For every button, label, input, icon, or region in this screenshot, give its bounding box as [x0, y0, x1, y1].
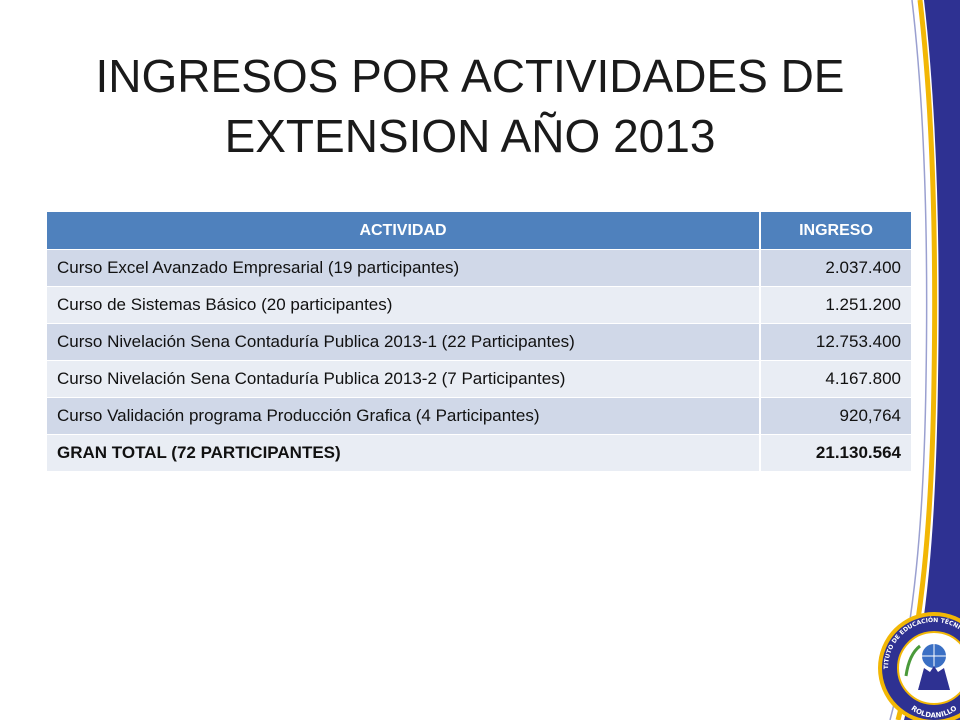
title-line-2: EXTENSION AÑO 2013 [224, 110, 716, 162]
table-row: Curso Validación programa Producción Gra… [47, 397, 911, 435]
navy-border-band [904, 0, 960, 720]
total-amount-cell: 21.130.564 [759, 434, 911, 471]
amount-cell: 920,764 [759, 397, 911, 435]
activity-cell: Curso de Sistemas Básico (20 participant… [47, 286, 760, 324]
seal-figures-icon [918, 666, 950, 690]
table-row: Curso Nivelación Sena Contaduría Publica… [47, 323, 911, 361]
amount-cell: 12.753.400 [759, 323, 911, 361]
table-row: Curso Nivelación Sena Contaduría Publica… [47, 360, 911, 398]
total-label-cell: GRAN TOTAL (72 PARTICIPANTES) [47, 434, 760, 471]
table-row: Curso Excel Avanzado Empresarial (19 par… [47, 249, 911, 287]
amount-cell: 2.037.400 [759, 249, 911, 287]
header-activity: ACTIVIDAD [47, 212, 760, 250]
seal-globe-lines [922, 644, 946, 668]
table-row: Curso de Sistemas Básico (20 participant… [47, 286, 911, 324]
activity-cell: Curso Nivelación Sena Contaduría Publica… [47, 323, 760, 361]
table-header-row: ACTIVIDAD INGRESO [47, 212, 911, 250]
amount-cell: 1.251.200 [759, 286, 911, 324]
slide-title: INGRESOS POR ACTIVIDADES DE EXTENSION AÑ… [60, 46, 880, 166]
amount-cell: 4.167.800 [759, 360, 911, 398]
title-line-1: INGRESOS POR ACTIVIDADES DE [95, 50, 845, 102]
activity-cell: Curso Nivelación Sena Contaduría Publica… [47, 360, 760, 398]
income-table: ACTIVIDAD INGRESO Curso Excel Avanzado E… [47, 212, 911, 471]
activity-cell: Curso Excel Avanzado Empresarial (19 par… [47, 249, 760, 287]
seal-laurel-left [904, 644, 921, 677]
header-income: INGRESO [759, 212, 911, 250]
institution-seal-logo: INSTITUTO DE EDUCACIÓN TÉCNICA PROFESION… [872, 606, 960, 720]
activity-cell: Curso Validación programa Producción Gra… [47, 397, 760, 435]
total-row: GRAN TOTAL (72 PARTICIPANTES) 21.130.564 [47, 434, 911, 471]
